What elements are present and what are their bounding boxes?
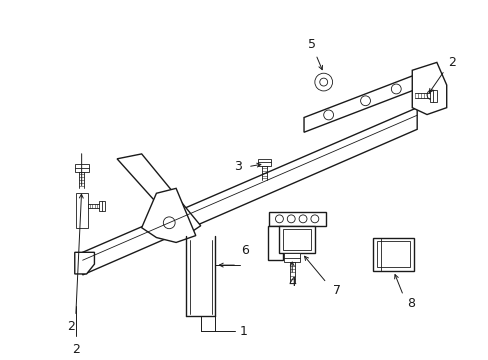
Text: 5: 5 bbox=[307, 38, 315, 51]
Polygon shape bbox=[82, 108, 416, 275]
Polygon shape bbox=[258, 159, 270, 166]
Polygon shape bbox=[76, 193, 87, 228]
Circle shape bbox=[360, 96, 370, 106]
Circle shape bbox=[426, 90, 436, 100]
Polygon shape bbox=[75, 252, 94, 274]
Polygon shape bbox=[74, 164, 88, 172]
Text: 2: 2 bbox=[72, 343, 80, 356]
Circle shape bbox=[314, 73, 332, 91]
Polygon shape bbox=[268, 212, 325, 226]
Polygon shape bbox=[117, 154, 200, 235]
Text: 7: 7 bbox=[332, 284, 340, 297]
Circle shape bbox=[287, 215, 295, 223]
Circle shape bbox=[163, 217, 175, 229]
Polygon shape bbox=[99, 201, 105, 211]
Circle shape bbox=[390, 84, 400, 94]
Text: 3: 3 bbox=[234, 160, 242, 173]
Circle shape bbox=[310, 215, 318, 223]
Text: 8: 8 bbox=[407, 297, 414, 310]
Polygon shape bbox=[279, 226, 314, 253]
Polygon shape bbox=[304, 70, 426, 132]
Circle shape bbox=[319, 78, 327, 86]
Polygon shape bbox=[372, 238, 413, 271]
Text: 2: 2 bbox=[67, 320, 75, 333]
Polygon shape bbox=[429, 90, 436, 102]
Text: 4: 4 bbox=[288, 276, 296, 289]
Polygon shape bbox=[376, 242, 409, 267]
Polygon shape bbox=[267, 226, 283, 260]
Polygon shape bbox=[283, 229, 310, 250]
Text: 2: 2 bbox=[447, 56, 455, 69]
Polygon shape bbox=[142, 188, 195, 243]
Text: 6: 6 bbox=[241, 244, 248, 257]
Circle shape bbox=[323, 110, 333, 120]
Text: 1: 1 bbox=[240, 324, 247, 338]
Polygon shape bbox=[411, 62, 446, 114]
Circle shape bbox=[275, 215, 283, 223]
Polygon shape bbox=[284, 253, 300, 262]
Circle shape bbox=[299, 215, 306, 223]
